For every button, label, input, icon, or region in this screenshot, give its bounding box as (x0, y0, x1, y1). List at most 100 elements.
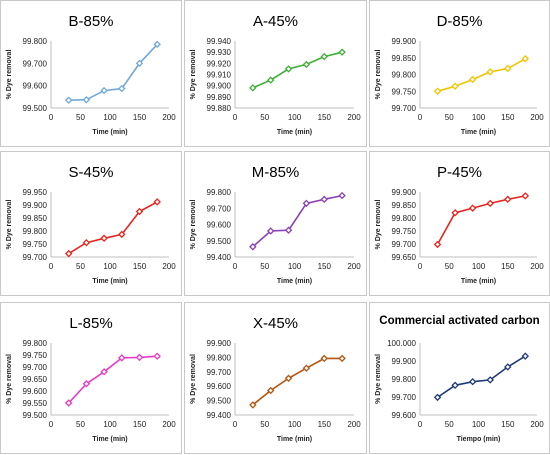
series-line (436, 195, 526, 245)
x-tick-label: 200 (530, 113, 544, 122)
y-tick-label: 99.800 (207, 188, 232, 197)
data-point-marker (64, 249, 73, 258)
y-tick-label: 99.910 (207, 71, 232, 80)
y-tick-label: 99.700 (23, 59, 48, 68)
data-point-marker (284, 374, 293, 382)
data-point-marker (153, 40, 161, 49)
data-point-marker (451, 82, 459, 90)
x-tick-label: 50 (260, 262, 269, 271)
y-tick-label: 99.550 (23, 399, 48, 408)
chart-title: A-45% (252, 13, 299, 30)
series-line (68, 201, 158, 255)
data-point-marker (82, 380, 91, 388)
x-tick-label: 0 (233, 262, 238, 271)
x-tick-label: 0 (418, 113, 423, 122)
y-tick-label: 99.600 (392, 411, 417, 420)
data-point-marker (486, 376, 494, 384)
y-tick-label: 99.700 (392, 240, 417, 249)
y-tick-label: 99.880 (207, 104, 232, 113)
y-tick-label: 99.850 (23, 214, 48, 223)
y-axis-label: % Dye removal (190, 354, 197, 404)
x-tick-label: 50 (76, 420, 85, 429)
data-point-marker (64, 399, 73, 407)
y-axis-label: % Dye removal (6, 200, 13, 250)
x-tick-label: 100 (472, 420, 486, 429)
y-axis-label: % Dye removal (190, 200, 197, 250)
x-axis-label: Time (min) (277, 129, 312, 136)
chart-plot: 99.700 99.750 99.800 99.850 99.900 0 50 100 150 2… (375, 37, 544, 136)
data-point-marker (302, 199, 311, 208)
y-tick-label: 99.930 (207, 48, 232, 57)
y-tick-label: 99.750 (23, 240, 48, 249)
x-tick-label: 200 (162, 420, 176, 429)
data-point-marker (320, 52, 328, 61)
series-line (437, 58, 526, 93)
data-point-marker (249, 243, 257, 251)
y-tick-label: 99.600 (207, 382, 232, 391)
data-point-marker (302, 364, 311, 372)
data-point-marker (153, 352, 161, 360)
x-axis-label: Time (min) (277, 436, 312, 443)
chart-title: P-45% (436, 164, 483, 181)
chart-plot: 99.600 99.700 99.800 99.900 100.000 0 50 100 150… (375, 339, 544, 443)
data-point-marker (433, 393, 442, 402)
y-axis-label: % Dye removal (375, 354, 382, 404)
x-tick-label: 200 (530, 262, 544, 271)
series-line (252, 357, 343, 406)
chart-title: X-45% (252, 315, 299, 332)
x-axis-label: Tiempo (min) (457, 436, 501, 443)
data-point-marker (266, 76, 275, 84)
data-point-marker (338, 191, 346, 200)
x-axis-label: Time (min) (92, 436, 127, 443)
y-tick-label: 99.750 (392, 87, 417, 96)
y-tick-label: 99.750 (392, 227, 417, 236)
data-point-marker (266, 227, 275, 235)
series-line (252, 51, 343, 89)
chart-plot: 99.650 99.700 99.750 99.800 99.850 99.900 0 50 1… (375, 188, 544, 285)
y-tick-label: 99.950 (23, 188, 48, 197)
x-axis-label: Time (min) (92, 129, 127, 136)
y-axis-label: % Dye removal (375, 50, 382, 100)
data-point-marker (521, 192, 530, 200)
x-tick-label: 50 (260, 113, 269, 122)
y-tick-label: 99.600 (23, 82, 48, 91)
y-tick-label: 99.600 (207, 221, 232, 230)
y-tick-label: 99.900 (392, 37, 417, 46)
x-tick-label: 50 (76, 113, 85, 122)
data-point-marker (302, 60, 311, 69)
y-tick-label: 99.800 (392, 214, 417, 223)
chart-panel: A-45% 99.880 99.890 99.900 99.910 99.920 99.93… (184, 0, 367, 147)
y-tick-label: 99.700 (392, 393, 417, 402)
y-tick-label: 99.890 (207, 93, 232, 102)
y-axis-label: % Dye removal (190, 50, 197, 100)
data-point-marker (100, 234, 108, 242)
x-tick-label: 100 (288, 420, 302, 429)
y-tick-label: 99.400 (207, 411, 232, 420)
data-point-marker (249, 401, 257, 409)
x-tick-label: 0 (418, 262, 423, 271)
data-point-marker (521, 55, 530, 63)
x-tick-label: 50 (445, 262, 454, 271)
data-point-marker (433, 240, 442, 249)
chart-title: M-85% (251, 164, 300, 181)
x-tick-label: 100 (472, 262, 486, 271)
data-point-marker (521, 352, 530, 360)
x-tick-label: 200 (347, 113, 361, 122)
y-tick-label: 99.500 (23, 104, 48, 113)
y-axis-label: % Dye removal (6, 354, 13, 404)
y-tick-label: 99.850 (392, 54, 417, 63)
chart-title: B-85% (68, 13, 114, 30)
x-tick-label: 50 (445, 113, 454, 122)
data-point-marker (468, 75, 477, 84)
y-tick-label: 99.800 (392, 375, 417, 384)
data-point-marker (338, 48, 346, 56)
y-axis-label: % Dye removal (375, 200, 382, 250)
x-axis-label: Time (min) (461, 129, 496, 136)
y-tick-label: 99.900 (392, 357, 417, 366)
series-line (252, 194, 343, 248)
data-point-marker (153, 198, 161, 206)
data-point-marker (451, 209, 459, 217)
x-tick-label: 100 (103, 262, 117, 271)
data-point-marker (82, 96, 91, 104)
